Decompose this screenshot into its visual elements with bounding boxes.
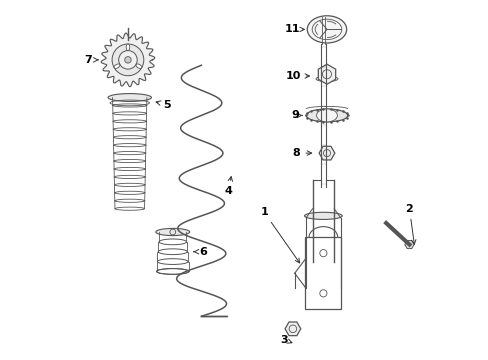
Circle shape (119, 51, 137, 69)
Polygon shape (101, 33, 154, 87)
Circle shape (112, 44, 143, 76)
Ellipse shape (108, 94, 151, 102)
Text: 1: 1 (260, 207, 299, 263)
Text: 10: 10 (285, 71, 309, 81)
Ellipse shape (136, 64, 142, 68)
Ellipse shape (316, 109, 337, 122)
Circle shape (124, 57, 131, 63)
Text: 5: 5 (156, 100, 171, 110)
Ellipse shape (114, 64, 120, 68)
Bar (305, 237, 341, 309)
Ellipse shape (306, 16, 346, 43)
Ellipse shape (315, 76, 337, 82)
Ellipse shape (126, 44, 129, 50)
Ellipse shape (305, 109, 347, 122)
Text: 4: 4 (224, 177, 232, 196)
Ellipse shape (156, 228, 189, 235)
Text: 7: 7 (84, 55, 98, 65)
Text: 11: 11 (284, 24, 304, 35)
Ellipse shape (304, 212, 342, 220)
Text: 6: 6 (193, 247, 207, 257)
Text: 3: 3 (280, 334, 291, 345)
Text: 8: 8 (292, 148, 311, 158)
Text: 2: 2 (405, 204, 415, 244)
Text: 9: 9 (291, 111, 302, 121)
